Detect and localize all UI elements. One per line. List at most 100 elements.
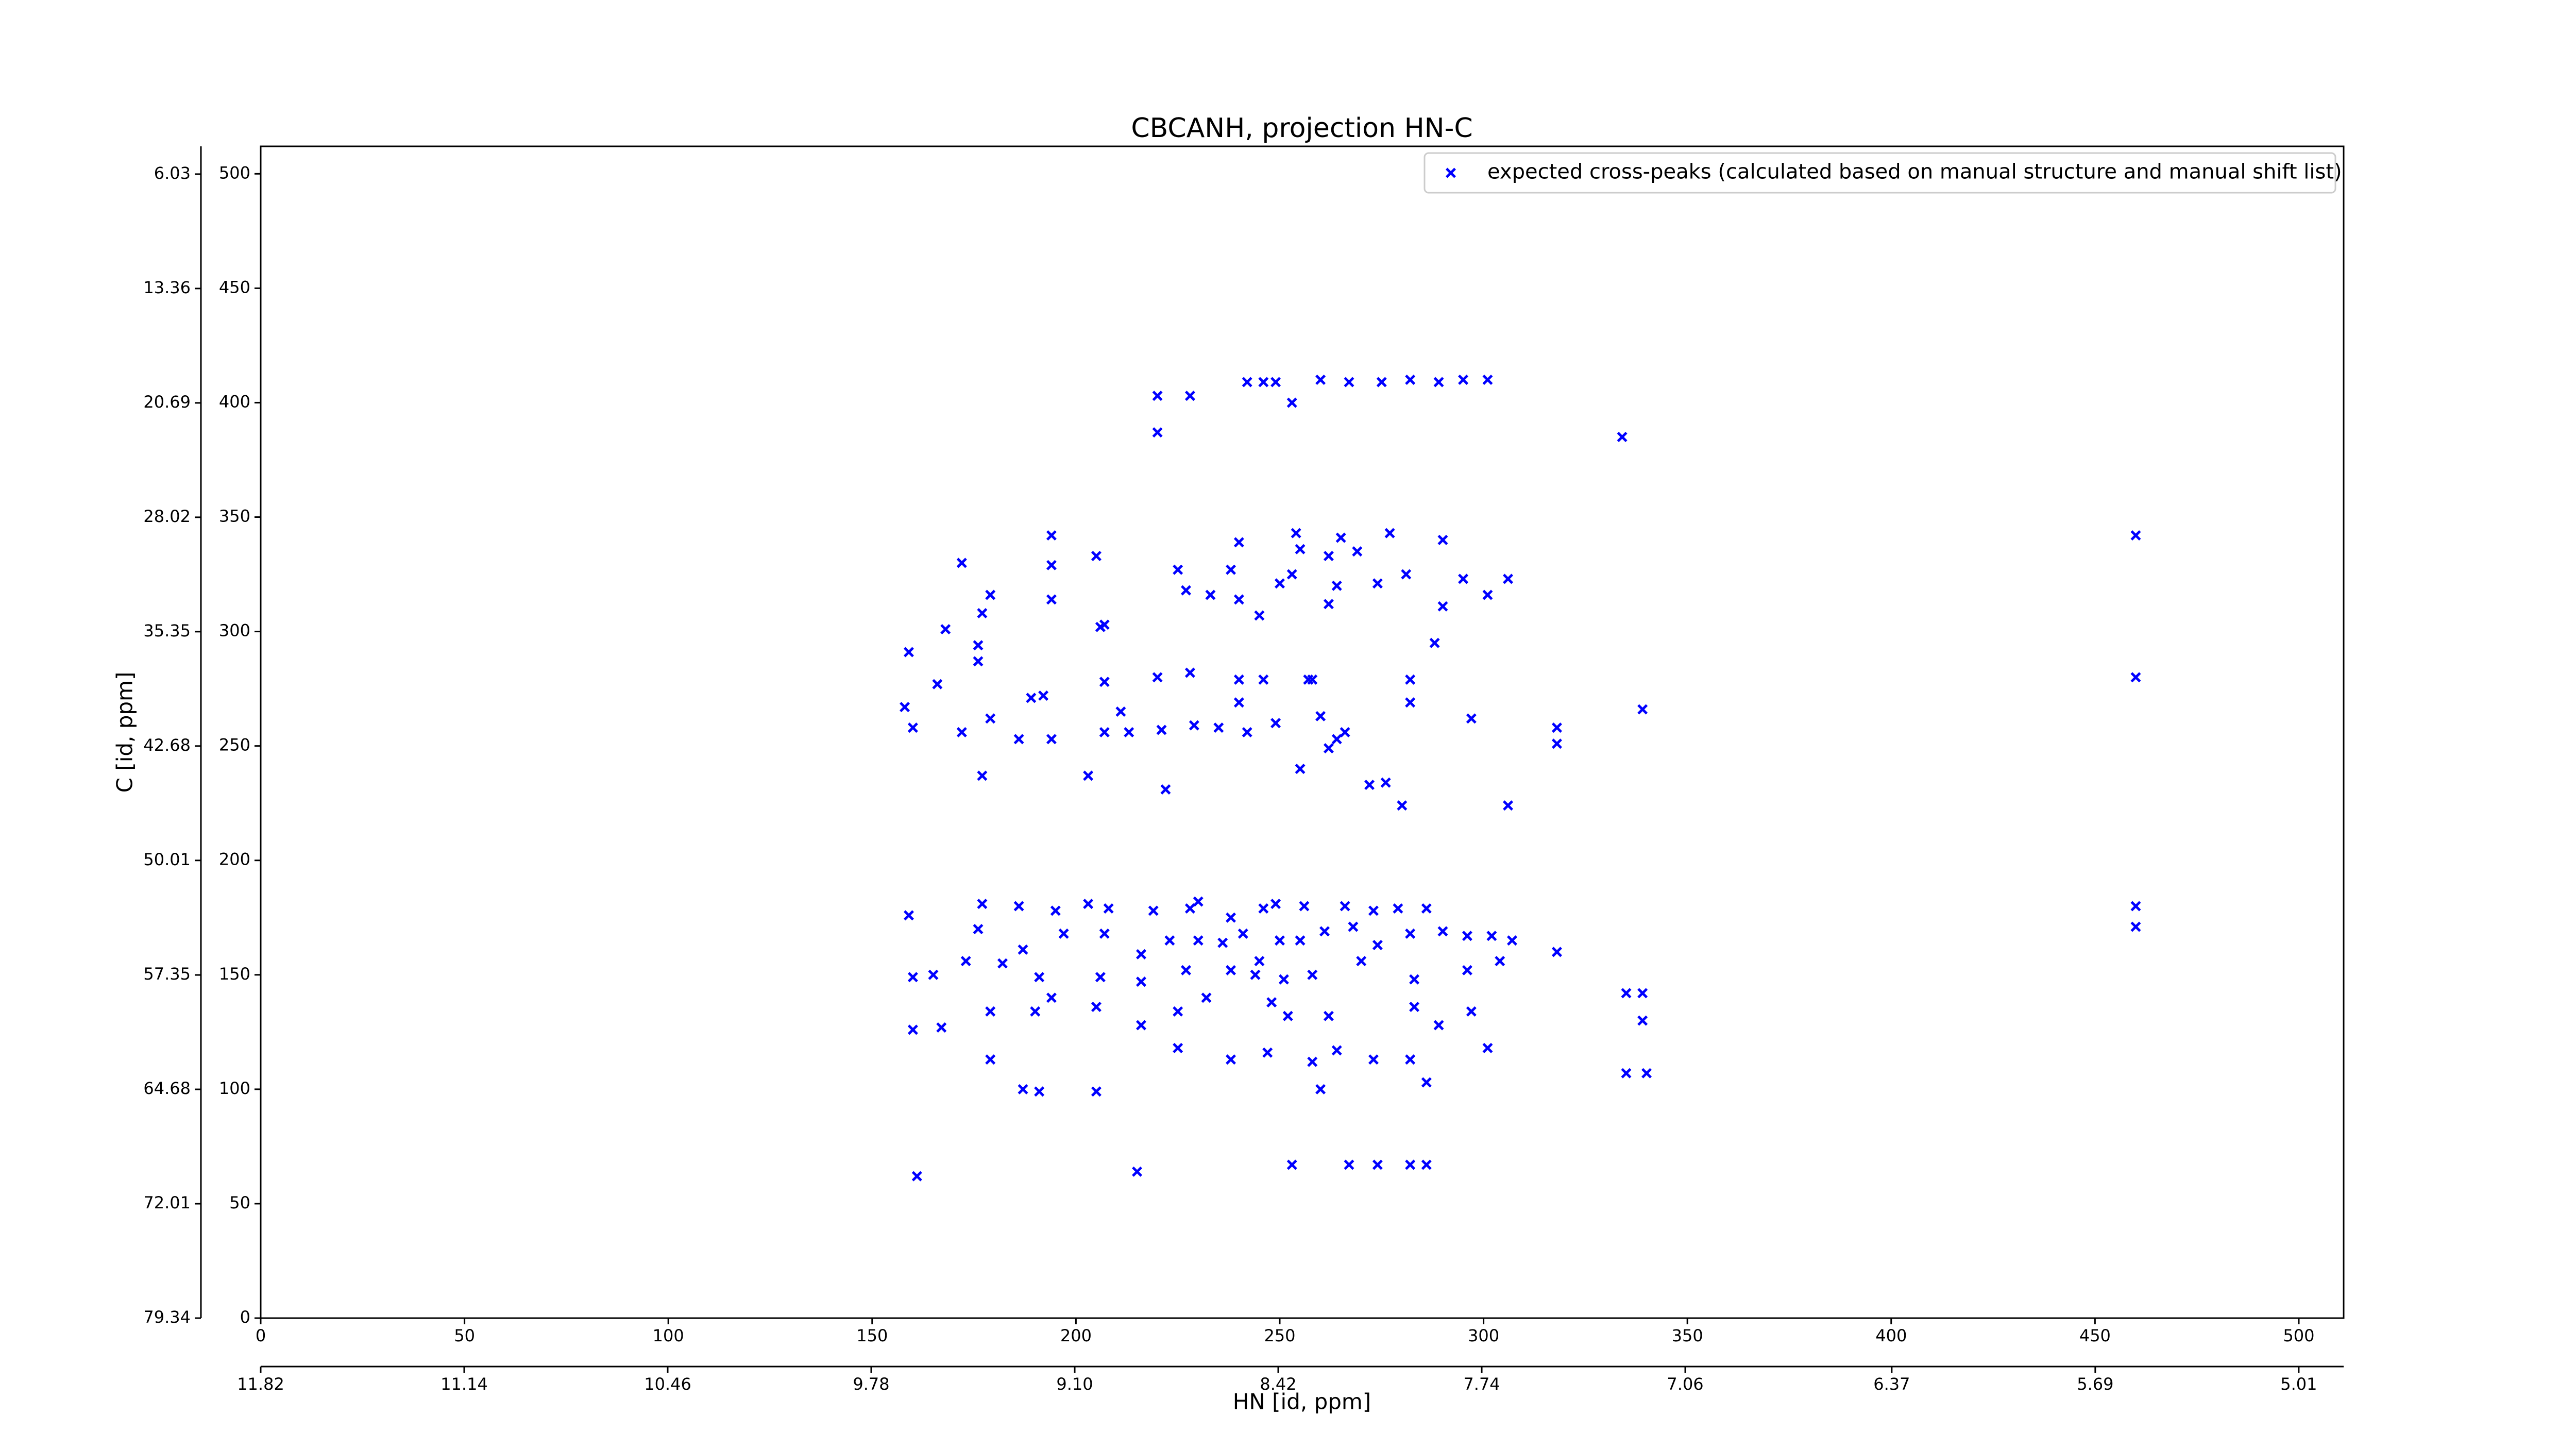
cross-peak	[985, 589, 996, 600]
cross-peak	[1030, 1006, 1041, 1017]
cross-peak	[1286, 397, 1297, 408]
cross-peak	[1026, 693, 1037, 703]
cross-peak	[1503, 574, 1514, 584]
y-tick-label: 400	[219, 392, 250, 411]
cross-peak	[1401, 569, 1412, 580]
cross-peak	[1286, 1159, 1297, 1170]
cross-peak	[1266, 997, 1277, 1008]
cross-peak	[1551, 722, 1562, 733]
cross-peak	[1405, 1159, 1416, 1170]
cross-peak	[1286, 569, 1297, 580]
y-tick-label: 250	[219, 735, 250, 755]
cross-peak	[1034, 972, 1045, 983]
cross-peak	[1356, 956, 1367, 967]
cross-peak	[1437, 534, 1448, 545]
x-tick-label: 150	[856, 1326, 888, 1345]
cross-peak	[1405, 1054, 1416, 1065]
cross-peak	[1409, 1001, 1420, 1012]
cross-peak	[1323, 599, 1334, 610]
cross-peak	[1181, 585, 1192, 596]
cross-peak	[1258, 903, 1269, 914]
cross-peak	[1319, 926, 1330, 937]
cross-peak	[985, 713, 996, 724]
x-tick-label: 250	[1264, 1326, 1295, 1345]
cross-peak	[1201, 992, 1212, 1003]
cross-peak	[1405, 674, 1416, 685]
cross-peak	[911, 1171, 922, 1182]
x-tick-label: 300	[1468, 1326, 1499, 1345]
cross-peak	[1637, 1015, 1648, 1026]
cross-peak	[973, 656, 984, 667]
cross-peak	[1038, 690, 1049, 701]
y-tick-label: 100	[219, 1079, 250, 1098]
cross-peak	[1046, 530, 1057, 541]
y2-tick-label: 13.36	[143, 278, 191, 297]
chart-title: CBCANH, projection HN-C	[1131, 113, 1472, 144]
x-tick-label: 100	[653, 1326, 684, 1345]
cross-peak	[1242, 727, 1252, 737]
cross-peak	[1506, 935, 1517, 946]
cross-peak	[1270, 899, 1281, 909]
cross-peak	[1376, 377, 1387, 387]
cross-peak	[1274, 578, 1285, 589]
cross-peak	[956, 727, 967, 737]
x2-tick-label: 9.10	[1056, 1374, 1093, 1394]
cross-peak	[1184, 391, 1195, 401]
cross-peak	[1372, 940, 1383, 951]
cross-peak	[1466, 1006, 1477, 1017]
cross-peak	[1136, 976, 1146, 987]
cross-peak	[1331, 734, 1342, 745]
cross-peak	[1132, 1166, 1143, 1177]
cross-peak	[1258, 377, 1269, 387]
cross-peak	[1254, 956, 1265, 967]
cross-peak	[1115, 706, 1126, 717]
y2-tick-label: 57.35	[143, 964, 191, 984]
cross-peak	[1307, 674, 1318, 685]
cross-peak	[1152, 391, 1163, 401]
y-tick-label: 300	[219, 621, 250, 641]
cross-peak	[1368, 1054, 1379, 1065]
y-tick-label: 350	[219, 507, 250, 526]
cross-peak	[1344, 377, 1354, 387]
y-axis-label: C [id, ppm]	[112, 672, 138, 793]
cross-peak	[1058, 928, 1069, 939]
cross-peak	[936, 1022, 947, 1033]
cross-peak	[1152, 672, 1163, 683]
cross-peak	[1421, 1159, 1432, 1170]
cross-peak	[1152, 427, 1163, 438]
cross-peak	[1482, 375, 1493, 385]
cross-peak	[1270, 377, 1281, 387]
x2-tick-label: 7.06	[1667, 1374, 1703, 1394]
cross-peak	[997, 958, 1008, 969]
cross-peak	[1295, 544, 1306, 554]
cross-peak	[1466, 713, 1477, 724]
y-tick-label: 500	[219, 163, 250, 182]
cross-peak	[940, 624, 951, 635]
cross-peak	[1274, 935, 1285, 946]
cross-peak	[1323, 1010, 1334, 1021]
cross-peak	[977, 899, 988, 909]
cross-peak	[1637, 988, 1648, 999]
cross-peak	[1270, 718, 1281, 729]
cross-peak	[973, 923, 984, 934]
cross-peak	[1295, 935, 1306, 946]
cross-peak	[960, 956, 971, 967]
cross-peak	[1099, 727, 1110, 737]
legend-label: expected cross-peaks (calculated based o…	[1487, 160, 2342, 184]
cross-peak	[1095, 972, 1106, 983]
cross-peak	[932, 679, 943, 689]
cross-peak	[1148, 905, 1159, 916]
cross-peak	[1348, 921, 1359, 932]
cross-peak	[1637, 704, 1648, 715]
x-tick-label: 350	[1672, 1326, 1703, 1345]
cross-peak	[1405, 375, 1416, 385]
cross-peak	[1315, 711, 1326, 721]
cross-peak	[956, 558, 967, 568]
cross-peak	[1617, 432, 1628, 443]
cross-peak	[1405, 697, 1416, 708]
cross-peak	[985, 1054, 996, 1065]
cross-peak	[1189, 720, 1199, 731]
cross-peak	[1046, 992, 1057, 1003]
